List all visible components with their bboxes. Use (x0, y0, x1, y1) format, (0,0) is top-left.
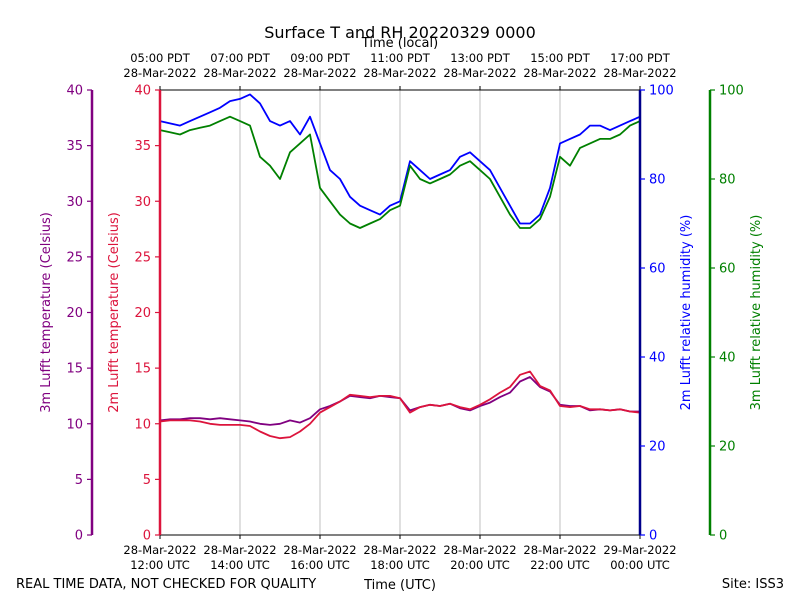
y-tick-label-t3m: 0 (75, 529, 83, 544)
x-tick-label-local-time: 13:00 PDT (450, 51, 511, 65)
y-tick-label-rh2m: 100 (649, 84, 674, 99)
y-tick-label-t3m: 5 (75, 473, 83, 488)
x-axis-label: Time (UTC) (363, 578, 436, 593)
y-tick-label-rh2m: 60 (649, 262, 666, 277)
x-tick-label-date: 28-Mar-2022 (363, 543, 436, 557)
y-tick-label-t2m: 25 (134, 250, 151, 265)
x-tick-label-local-date: 28-Mar-2022 (363, 66, 436, 80)
y-tick-label-rh3m: 20 (719, 440, 736, 455)
x-tick-label-date: 29-Mar-2022 (603, 543, 676, 557)
y-tick-label-t3m: 10 (66, 417, 83, 432)
y-tick-label-rh3m: 40 (719, 351, 736, 366)
x-tick-label-local-date: 28-Mar-2022 (603, 66, 676, 80)
x-tick-label-local-time: 17:00 PDT (610, 51, 671, 65)
x-tick-label-local-time: 07:00 PDT (210, 51, 271, 65)
y-tick-label-t3m: 25 (66, 250, 83, 265)
y-tick-label-rh2m: 20 (649, 440, 666, 455)
x-tick-label-utc: 16:00 UTC (290, 558, 350, 572)
y-axis-label-rh3m: 3m Lufft relative humidity (%) (749, 215, 764, 411)
y-tick-label-t2m: 10 (134, 417, 151, 432)
x-tick-label-local-time: 09:00 PDT (290, 51, 351, 65)
y-tick-label-t2m: 35 (134, 139, 151, 154)
x-tick-label-local-time: 05:00 PDT (130, 51, 191, 65)
footer-right: Site: ISS3 (722, 577, 784, 592)
grid-lines (239, 90, 561, 535)
series-line-rh2m (159, 93, 641, 225)
y-tick-label-rh2m: 80 (649, 173, 666, 188)
y-tick-label-rh3m: 0 (719, 529, 727, 544)
y-axis-label-t2m: 2m Lufft temperature (Celsius) (107, 212, 122, 413)
series-line-rh3m (159, 115, 641, 229)
y-tick-label-t3m: 35 (66, 139, 83, 154)
y-tick-label-rh3m: 60 (719, 262, 736, 277)
x-tick-label-date: 28-Mar-2022 (203, 543, 276, 557)
y-tick-label-rh2m: 40 (649, 351, 666, 366)
footer-left: REAL TIME DATA, NOT CHECKED FOR QUALITY (16, 577, 316, 592)
x-tick-label-local-date: 28-Mar-2022 (283, 66, 356, 80)
y-tick-label-t2m: 40 (134, 84, 151, 99)
y-axis-label-rh2m: 2m Lufft relative humidity (%) (679, 215, 694, 411)
x-tick-label-local-time: 11:00 PDT (370, 51, 431, 65)
x-tick-label-date: 28-Mar-2022 (283, 543, 356, 557)
x-tick-label-date: 28-Mar-2022 (123, 543, 196, 557)
x-tick-label-utc: 22:00 UTC (530, 558, 590, 572)
x-tick-label-local-date: 28-Mar-2022 (123, 66, 196, 80)
y-tick-label-t3m: 40 (66, 84, 83, 99)
y-tick-label-rh2m: 0 (649, 529, 657, 544)
y-tick-label-rh3m: 80 (719, 173, 736, 188)
y-tick-label-t3m: 15 (66, 362, 83, 377)
x-tick-label-local-time: 15:00 PDT (530, 51, 591, 65)
y-tick-label-t2m: 30 (134, 195, 151, 210)
x-tick-label-utc: 18:00 UTC (370, 558, 430, 572)
y-tick-label-t2m: 20 (134, 306, 151, 321)
y-tick-label-t3m: 20 (66, 306, 83, 321)
y-tick-label-t2m: 15 (134, 362, 151, 377)
y-tick-label-t2m: 0 (143, 529, 151, 544)
x-tick-label-utc: 00:00 UTC (610, 558, 670, 572)
y-tick-label-rh3m: 100 (719, 84, 744, 99)
y-axis-label-t3m: 3m Lufft temperature (Celsius) (39, 212, 54, 413)
y-axes: 0 5 10 15 20 25 30 35 40 3m Lufft temperature (Ce… (39, 84, 764, 544)
x-tick-label-date: 28-Mar-2022 (443, 543, 516, 557)
chart-title: Surface T and RH 20220329 0000 (264, 23, 536, 42)
x-tick-label-date: 28-Mar-2022 (523, 543, 596, 557)
series-layer (159, 93, 641, 440)
y-tick-label-t2m: 5 (143, 473, 151, 488)
x-tick-label-utc: 20:00 UTC (450, 558, 510, 572)
top-axis-label: Time (local) (361, 36, 438, 51)
series-line-t2m (159, 370, 641, 440)
x-tick-label-local-date: 28-Mar-2022 (443, 66, 516, 80)
y-tick-label-t3m: 30 (66, 195, 83, 210)
x-tick-label-local-date: 28-Mar-2022 (523, 66, 596, 80)
x-tick-label-utc: 14:00 UTC (210, 558, 270, 572)
x-tick-label-local-date: 28-Mar-2022 (203, 66, 276, 80)
x-tick-label-utc: 12:00 UTC (130, 558, 190, 572)
